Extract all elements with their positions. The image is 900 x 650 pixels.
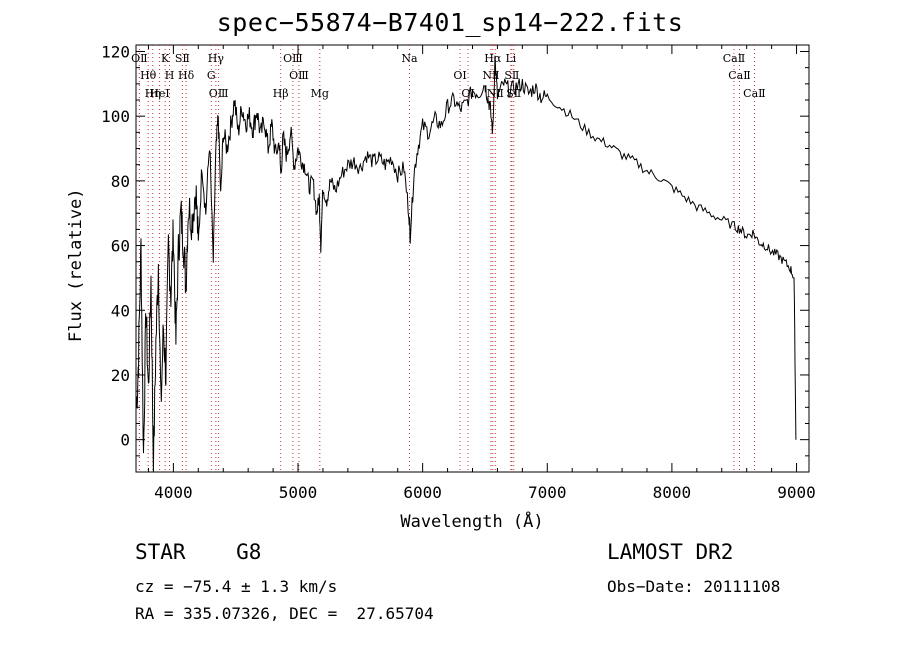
chart-title: spec−55874−B7401_sp14−222.fits [216,8,684,37]
line-marker-label: NⅡ [487,87,504,100]
line-marker-label: Hη [145,87,161,100]
x-tick-label: 9000 [777,483,816,502]
observation-date: Obs−Date: 20111108 [607,577,781,596]
x-tick-label: 5000 [279,483,318,502]
spectrum-series-line [136,55,797,473]
y-tick-label: 100 [101,107,130,126]
line-marker-label: Mg [311,87,329,100]
line-marker-label: OⅡ [131,52,148,65]
line-marker-label: H [165,69,175,82]
y-tick-label: 120 [101,42,130,61]
line-marker-label: Li [505,52,516,65]
line-marker-label: Hγ [208,52,225,65]
line-marker-label: Na [401,52,418,65]
line-marker-label: SⅡ [175,52,190,65]
y-tick-label: 60 [111,237,130,256]
line-marker-label: Hα [484,52,502,65]
y-tick-label: 20 [111,366,130,385]
survey-name: LAMOST DR2 [607,540,734,564]
line-marker-label: Hθ [140,69,157,82]
y-tick-label: 80 [111,172,130,191]
line-marker-label: CaⅡ [723,52,745,65]
line-marker-label: OⅢ [289,69,309,82]
y-tick-label: 0 [120,431,130,450]
line-marker-label: SⅡ [504,69,519,82]
plot-frame [135,44,810,473]
line-marker-label: OⅢ [283,52,303,65]
x-axis-label: Wavelength (Å) [400,512,544,532]
y-tick-label: 40 [111,301,130,320]
line-marker-label: OI [453,69,466,82]
line-marker-label: HeI [149,87,169,100]
line-marker-label: Hβ [273,87,289,100]
line-marker-label: CaⅡ [728,69,750,82]
line-marker-label: CaⅡ [743,87,765,100]
line-marker-label: K [161,52,170,65]
line-marker-label: Hδ [178,69,195,82]
line-marker-label: OI [461,87,474,100]
object-class: STAR G8 [135,540,262,564]
x-tick-label: 6000 [403,483,442,502]
x-tick-label: 8000 [653,483,692,502]
redshift-cz: cz = −75.4 ± 1.3 km/s [135,577,338,596]
x-tick-label: 7000 [528,483,567,502]
ra-dec: RA = 335.07326, DEC = 27.65704 [135,604,434,623]
line-marker-label: G [207,69,216,82]
line-marker-label: OⅢ [209,87,229,100]
x-tick-label: 4000 [154,483,193,502]
